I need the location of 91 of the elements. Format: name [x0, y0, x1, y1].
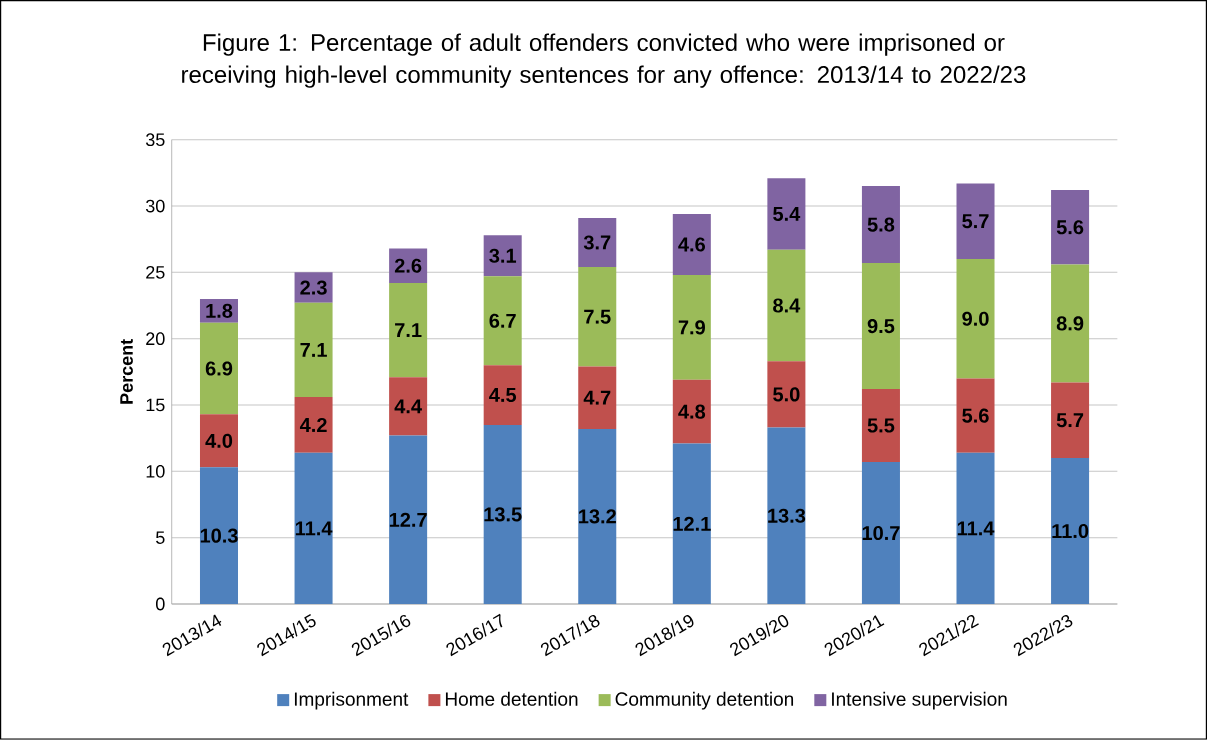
data-label: 2.3	[300, 280, 327, 295]
data-label: 4.0	[205, 433, 233, 449]
bar	[861, 389, 900, 463]
y-tick-label: 35	[145, 133, 165, 147]
bar	[578, 366, 617, 430]
data-label: 5.0	[773, 387, 800, 402]
data-label: 9.5	[867, 319, 895, 334]
data-label: 8.9	[1056, 316, 1084, 331]
bar	[389, 435, 428, 605]
data-label: 2.6	[394, 258, 422, 273]
data-label: 5.8	[867, 217, 895, 232]
bar	[861, 462, 900, 605]
data-label: 4.4	[394, 399, 422, 414]
bar	[1051, 382, 1090, 459]
bar	[767, 427, 806, 605]
bar	[483, 425, 522, 605]
data-label: 3.1	[489, 248, 517, 264]
data-label: 5.6	[1056, 220, 1084, 235]
bar	[294, 452, 333, 605]
bar	[956, 259, 995, 379]
bar	[672, 214, 711, 276]
bar	[294, 397, 333, 453]
bar	[672, 379, 711, 444]
data-label: 3.7	[583, 235, 611, 250]
bar	[199, 467, 239, 605]
data-label: 5.7	[962, 214, 989, 229]
y-tick-label: 25	[146, 266, 165, 279]
data-label: 7.1	[300, 343, 327, 357]
y-tick-label: 20	[146, 332, 165, 346]
data-label: 1.8	[206, 303, 233, 319]
bar	[294, 303, 333, 398]
data-label: 6.9	[205, 361, 233, 376]
data-label: 13.5	[484, 507, 522, 522]
bar	[767, 361, 806, 428]
bar	[199, 322, 239, 415]
data-label: 10.3	[200, 528, 238, 543]
bar	[767, 178, 806, 250]
bar	[578, 218, 617, 268]
data-label: 11.4	[295, 521, 333, 536]
legend-label: Intensive supervision	[832, 692, 1007, 710]
bar	[767, 249, 806, 362]
bar	[389, 377, 428, 436]
bar	[956, 452, 995, 605]
bar	[199, 414, 239, 468]
bar	[672, 275, 711, 380]
data-label: 4.2	[299, 418, 327, 433]
legend-label: Community detention	[615, 692, 794, 710]
y-tick-label: 30	[145, 199, 165, 213]
data-label: 9.0	[962, 311, 989, 327]
data-label: 10.7	[862, 526, 900, 541]
y-tick-label: 15	[146, 398, 165, 412]
bar	[1051, 190, 1090, 265]
data-label: 5.4	[773, 207, 801, 222]
data-label: 5.6	[962, 408, 989, 423]
data-label: 13.2	[579, 509, 616, 524]
y-tick-label: 5	[156, 531, 165, 545]
y-tick-label: 0	[155, 597, 165, 611]
data-label: 7.1	[395, 323, 422, 338]
bar	[956, 183, 995, 260]
bar	[578, 429, 617, 605]
data-label: 11.4	[957, 521, 995, 536]
bar	[861, 263, 900, 390]
bar	[483, 235, 522, 277]
data-label: 5.5	[867, 418, 895, 433]
data-label: 7.9	[678, 320, 705, 335]
data-label: 4.8	[678, 404, 706, 419]
data-label: 4.6	[678, 237, 706, 252]
data-label: 8.4	[773, 298, 801, 313]
bar	[389, 283, 428, 378]
data-label: 11.0	[1052, 524, 1089, 539]
data-label: 4.5	[489, 388, 517, 403]
bar	[1051, 458, 1090, 605]
bar	[672, 443, 711, 605]
data-label: 6.7	[489, 313, 516, 328]
legend-label: Imprisonment	[294, 692, 409, 710]
data-label: 5.7	[1056, 413, 1084, 428]
data-label: 13.3	[768, 508, 806, 524]
data-label: 4.7	[583, 390, 611, 405]
bar	[483, 276, 522, 366]
bar	[578, 267, 617, 367]
y-axis-title: Percent	[120, 339, 133, 404]
legend-label: Home detention	[445, 692, 578, 706]
data-label: 12.1	[673, 516, 711, 531]
chart-title: Figure 1: Percentage of adult offenders convicted who were imprisoned or receiving high-level community sentences for any offence: 2013/14 to 2022/23	[182, 33, 1026, 88]
y-tick-label: 10	[146, 465, 165, 478]
bar	[956, 378, 995, 453]
bar	[483, 365, 522, 426]
data-label: 7.5	[584, 309, 611, 324]
data-label: 12.7	[389, 512, 427, 527]
bar	[861, 186, 900, 264]
bar	[1051, 264, 1090, 383]
